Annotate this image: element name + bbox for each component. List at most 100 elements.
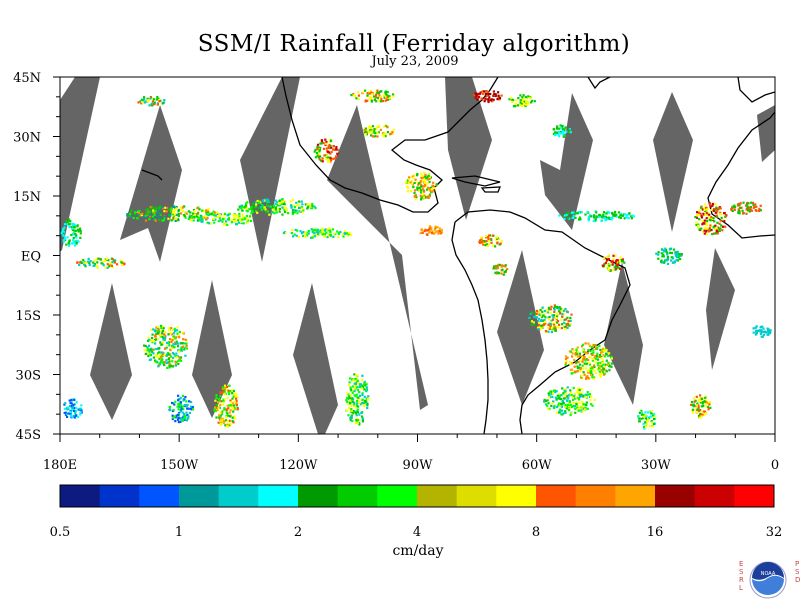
rain-pixel [245,207,248,210]
colorbar-swatch [298,485,339,507]
rain-pixel [351,400,354,403]
rain-pixel [702,212,705,215]
rain-pixel [423,194,426,197]
rain-pixel [175,340,178,343]
rain-pixel [696,211,699,214]
rain-pixel [79,229,82,233]
rain-pixel [701,208,704,211]
rain-pixel [496,237,499,240]
rain-pixel [617,211,621,214]
rain-pixel [359,386,363,389]
rain-pixel [748,210,751,213]
rain-pixel [191,216,194,219]
rain-pixel [562,412,565,415]
rain-pixel [578,366,581,369]
rain-pixel [250,208,253,211]
rain-pixel [172,408,175,412]
rain-pixel [552,328,555,331]
rain-pixel [151,211,154,214]
rain-pixel [147,99,150,102]
rain-pixel [424,229,427,232]
rain-pixel [77,230,80,233]
swath [653,92,693,232]
rain-pixel [63,407,66,410]
rain-pixel [219,403,222,407]
rain-pixel [234,392,237,395]
rain-pixel [222,399,225,402]
rain-pixel [177,350,180,353]
rain-pixel [214,218,217,221]
rain-pixel [66,221,69,224]
rain-pixel [148,218,151,221]
rain-pixel [564,126,567,129]
rain-pixel [576,350,580,353]
rain-pixel [719,211,722,214]
rain-pixel [538,321,541,324]
rain-pixel [306,203,309,206]
rain-pixel [93,264,96,267]
rain-pixel [611,216,614,219]
rain-pixel [370,130,373,133]
rain-pixel [706,208,709,211]
rain-pixel [356,399,359,403]
rain-pixel [68,223,71,226]
rain-pixel [170,327,173,330]
rain-pixel [413,191,416,195]
rain-pixel [607,362,610,365]
rain-pixel [608,369,611,372]
rain-pixel [582,349,585,352]
rain-pixel [591,365,594,369]
rain-pixel [154,210,157,213]
rain-pixel [565,214,568,217]
rain-pixel [704,203,707,206]
rain-pixel [165,346,168,349]
rain-pixel [251,211,254,214]
rain-pixel [168,328,171,331]
rain-pixel [217,220,220,223]
rain-pixel [212,217,215,220]
rain-pixel [162,333,166,336]
rain-pixel [346,409,349,412]
rain-pixel [571,355,574,358]
rain-pixel [213,408,216,411]
rain-pixel [75,234,78,237]
rain-pixel [592,216,596,219]
rain-pixel [159,334,162,337]
rain-pixel [553,323,556,326]
rain-pixel [170,219,173,222]
rain-pixel [375,127,378,130]
rain-pixel [581,343,585,346]
rain-pixel [275,201,279,204]
rain-pixel [321,233,324,236]
rain-pixel [693,397,696,400]
rain-pixel [366,129,369,132]
rain-pixel [596,368,599,371]
rain-pixel [326,154,329,157]
rain-pixel [594,345,597,348]
rain-pixel [364,130,367,133]
rain-pixel [182,418,185,421]
rain-pixel [410,179,413,182]
rain-pixel [283,208,286,211]
rain-pixel [719,212,723,216]
rain-pixel [519,99,522,102]
rain-pixel [592,344,595,347]
rain-pixel [699,399,702,402]
rain-pixel [96,264,99,267]
rain-pixel [433,228,436,231]
rain-pixel [696,402,699,405]
rain-pixel [528,97,531,100]
rain-pixel [214,406,217,409]
rain-pixel [759,204,762,207]
rain-pixel [155,206,158,210]
rain-pixel [361,392,364,395]
rain-pixel [109,262,112,265]
rain-pixel [709,205,712,208]
rain-pixel [301,232,304,235]
rain-pixel [388,95,391,98]
rain-pixel [699,397,702,400]
rain-pixel [569,316,572,320]
colorbar-tick-label: 2 [294,525,302,540]
rain-pixel [324,235,327,238]
rain-pixel [564,361,567,365]
